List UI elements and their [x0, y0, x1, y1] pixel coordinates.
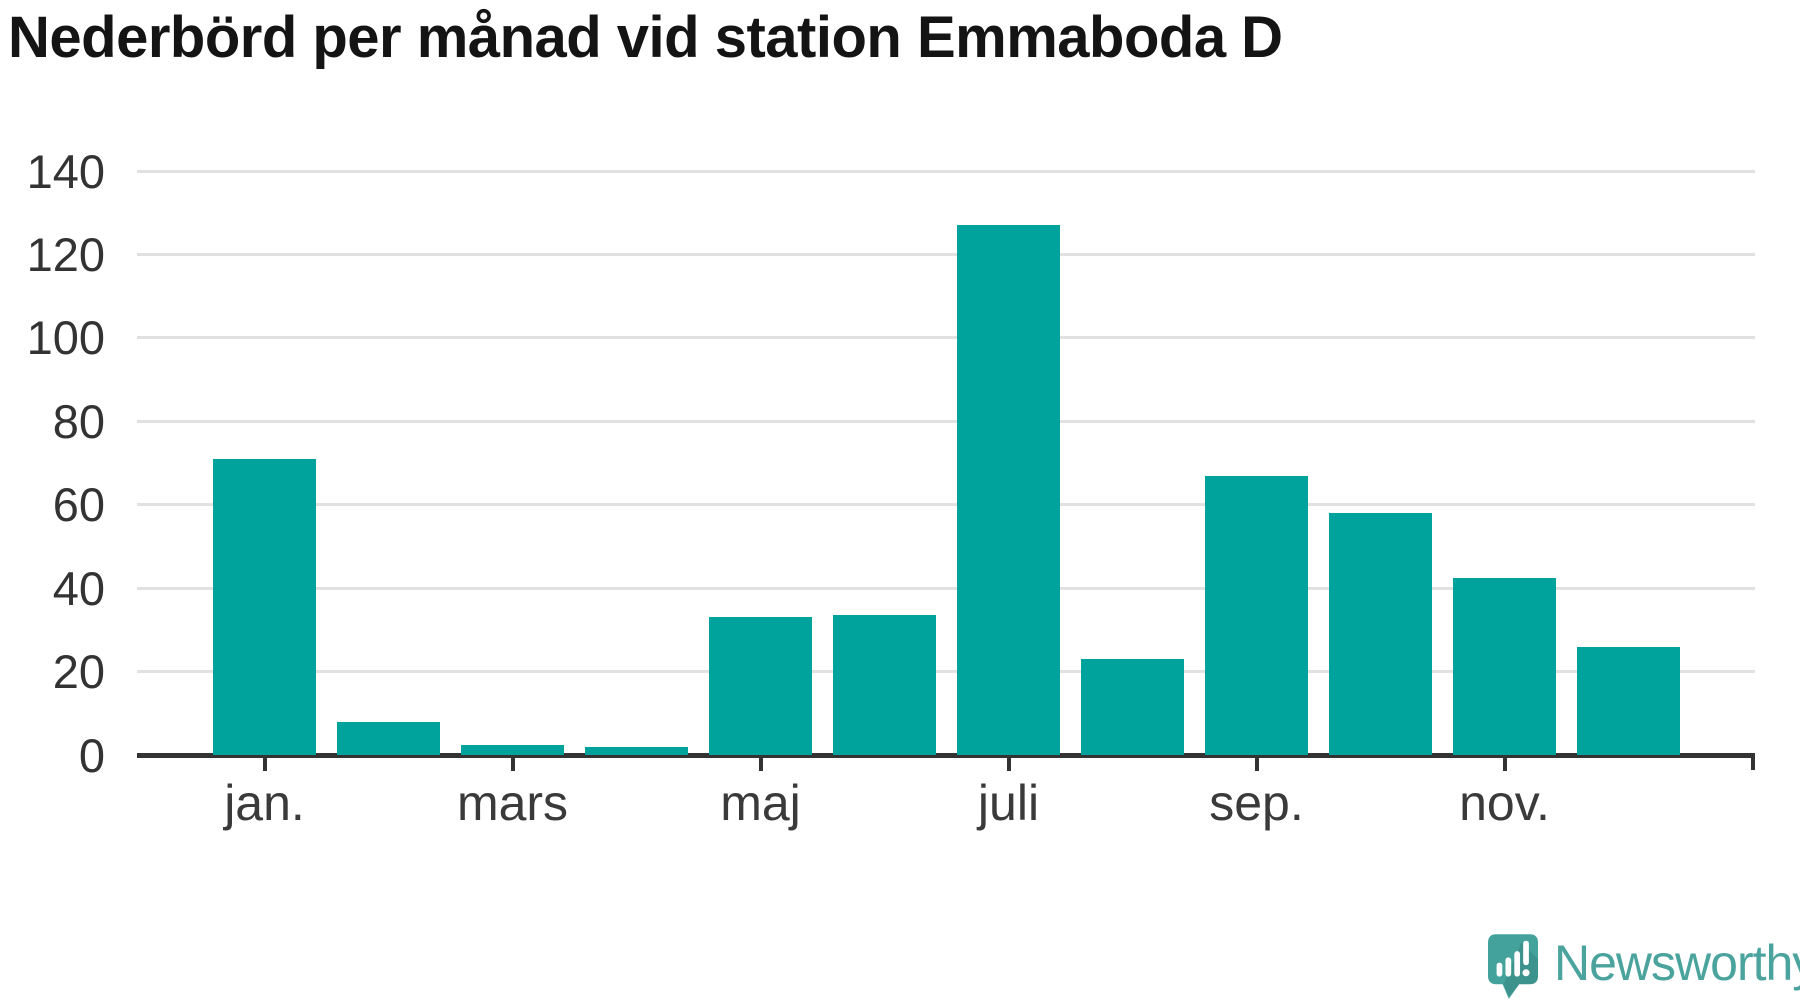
gridline-40: [137, 586, 1755, 590]
bar-sep.: [1205, 475, 1308, 755]
newsworthy-chart-bubble-icon: [1488, 934, 1538, 999]
bar-mars: [461, 744, 564, 755]
gridline-60: [137, 503, 1755, 507]
bar-aug.: [1081, 659, 1184, 755]
x-tick-nov.: [1502, 758, 1507, 771]
y-tick-label: 140: [26, 144, 105, 198]
gridline-80: [137, 419, 1755, 423]
y-tick-label: 20: [52, 645, 105, 699]
bar-chart: 0 20 40 60 80 100 120 140 jan. mars maj juli sep. nov…: [0, 148, 1800, 871]
x-axis-end-tick: [1751, 753, 1755, 770]
x-tick-sep.: [1254, 758, 1259, 771]
x-tick-label-jan.: jan.: [224, 775, 305, 831]
y-tick-label: 100: [26, 311, 105, 365]
x-tick-label-mars: mars: [456, 775, 569, 831]
y-tick-label: 0: [78, 728, 105, 782]
bar-jan.: [213, 458, 316, 755]
x-tick-juli: [1006, 758, 1011, 771]
x-tick-label-nov.: nov.: [1459, 775, 1550, 831]
bar-okt.: [1329, 513, 1432, 755]
bar-april: [585, 746, 688, 755]
bar-maj: [709, 617, 812, 755]
gridline-120: [137, 252, 1755, 256]
gridline-140: [137, 169, 1755, 173]
gridline-20: [137, 670, 1755, 674]
gridline-100: [137, 336, 1755, 340]
y-tick-label: 80: [52, 394, 105, 448]
bar-juli: [957, 225, 1060, 755]
bar-nov.: [1453, 577, 1556, 755]
bar-dec.: [1577, 646, 1680, 755]
bar-feb.: [337, 721, 440, 755]
x-tick-maj: [758, 758, 763, 771]
x-tick-label-juli: juli: [977, 775, 1040, 831]
x-tick-label-sep.: sep.: [1209, 775, 1304, 831]
bar-juni: [833, 615, 936, 755]
x-tick-jan.: [262, 758, 267, 771]
x-axis-line: [137, 753, 1755, 758]
y-tick-label: 120: [26, 227, 105, 281]
y-tick-label: 40: [52, 561, 105, 615]
newsworthy-logo-text: Newsworthy: [1554, 935, 1800, 991]
x-tick-label-maj: maj: [720, 775, 801, 831]
y-tick-label: 60: [52, 478, 105, 532]
chart-title: Nederbörd per månad vid station Emmaboda…: [8, 5, 1283, 70]
newsworthy-logo: Newsworthy: [1488, 934, 1800, 1000]
x-tick-mars: [510, 758, 515, 771]
